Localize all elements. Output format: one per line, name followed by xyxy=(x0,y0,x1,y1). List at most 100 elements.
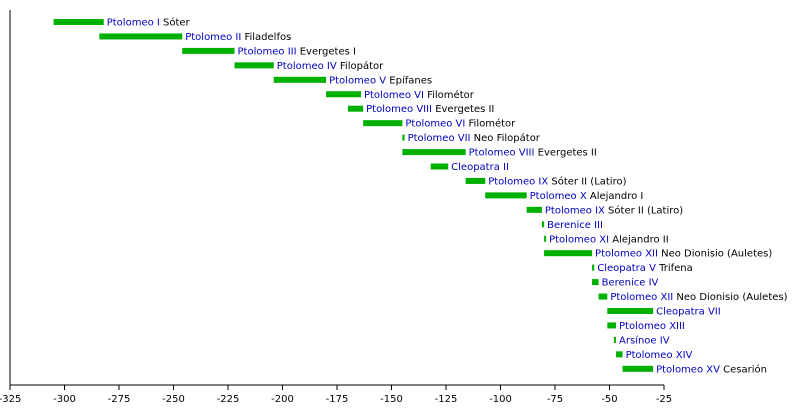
reign-bar xyxy=(622,365,654,372)
ruler-epithet: Filopátor xyxy=(337,60,384,72)
reign-label: Ptolomeo VIII Evergetes II xyxy=(469,148,597,159)
reign-label: Berenice III xyxy=(547,220,603,231)
reign-label: Ptolomeo VII Neo Filopátor xyxy=(408,132,541,144)
reign-bar xyxy=(182,47,235,54)
ruler-name: Ptolomeo VI xyxy=(405,119,465,130)
ruler-epithet: Trifena xyxy=(656,263,693,274)
reign-label: Ptolomeo XIV xyxy=(626,350,693,361)
ruler-name: Ptolomeo II xyxy=(185,32,241,43)
x-tick-label: -175 xyxy=(326,394,349,405)
x-tick-label: -100 xyxy=(489,394,512,405)
reign-bar xyxy=(363,120,403,127)
ruler-epithet: Epífanes xyxy=(386,74,432,86)
ruler-epithet: Sóter II (Latiro) xyxy=(548,175,626,187)
reign-label: Ptolomeo XV Cesarión xyxy=(656,363,767,375)
ruler-epithet: Neo Dionisio (Auletes) xyxy=(673,292,787,303)
ruler-epithet: Alejandro I xyxy=(587,191,644,202)
ruler-epithet: Evergetes II xyxy=(432,104,494,115)
reign-bar xyxy=(430,163,449,170)
reign-bar xyxy=(347,105,364,112)
ruler-name: Ptolomeo IX xyxy=(488,176,548,187)
reign-label: Ptolomeo XI Alejandro II xyxy=(549,234,669,245)
reign-label: Ptolomeo X Alejandro I xyxy=(530,191,644,202)
ruler-name: Ptolomeo IX xyxy=(545,205,605,216)
x-tick-label: -25 xyxy=(656,394,672,405)
x-tick-label: -250 xyxy=(162,394,185,405)
ruler-epithet: Filométor xyxy=(465,118,516,130)
ruler-name: Ptolomeo V xyxy=(329,75,386,86)
ruler-name: Ptolomeo VIII xyxy=(366,104,432,115)
ruler-name: Ptolomeo XII xyxy=(610,292,673,303)
reign-label: Ptolomeo IX Sóter II (Latiro) xyxy=(488,175,626,187)
reign-label: Ptolomeo III Evergetes I xyxy=(238,46,356,57)
reign-label: Ptolomeo VIII Evergetes II xyxy=(366,104,494,115)
ruler-name: Ptolomeo XIII xyxy=(619,321,685,332)
reign-label: Ptolomeo XII Neo Dionisio (Auletes) xyxy=(610,292,787,303)
ruler-name: Ptolomeo IV xyxy=(277,61,337,72)
reign-bar xyxy=(465,177,486,184)
x-tick-label: -125 xyxy=(435,394,458,405)
ruler-name: Ptolomeo XI xyxy=(549,234,609,245)
ruler-name: Ptolomeo XIV xyxy=(626,350,693,361)
ruler-name: Ptolomeo X xyxy=(530,191,587,202)
reign-bar xyxy=(613,336,617,343)
reign-label: Ptolomeo II Filadelfos xyxy=(185,32,291,43)
ruler-epithet: Sóter xyxy=(160,17,191,29)
x-tick-label: -200 xyxy=(271,394,294,405)
ruler-epithet: Filadelfos xyxy=(241,32,291,43)
reign-label: Cleopatra VII xyxy=(656,307,721,318)
reign-bar xyxy=(607,308,654,314)
reign-label: Ptolomeo VI Filométor xyxy=(405,118,516,130)
ruler-name: Berenice IV xyxy=(602,278,659,289)
x-tick-label: -75 xyxy=(547,394,563,405)
ruler-epithet: Evergetes II xyxy=(534,148,596,159)
reign-label: Ptolomeo IX Sóter II (Latiro) xyxy=(545,204,683,216)
reign-bar xyxy=(544,235,547,242)
reign-bar xyxy=(607,322,617,329)
reign-label: Cleopatra V Trifena xyxy=(597,263,693,274)
ruler-name: Ptolomeo I xyxy=(107,18,160,29)
reign-bar xyxy=(485,192,527,199)
axes-layer: -325 -300 -275 -250 -225 -200 -175 -150 -125 -100… xyxy=(0,10,672,405)
reign-label: Ptolomeo VI Filométor xyxy=(364,89,475,101)
reign-label: Ptolomeo IV Filopátor xyxy=(277,60,384,72)
ruler-name: Ptolomeo VI xyxy=(364,90,424,101)
ruler-name: Cleopatra V xyxy=(597,263,656,274)
reign-label: Ptolomeo V Epífanes xyxy=(329,74,432,86)
reign-bar xyxy=(592,264,595,271)
ruler-name: Cleopatra VII xyxy=(656,307,721,318)
x-tick-label: -225 xyxy=(217,394,240,405)
reign-bar xyxy=(544,250,593,257)
reign-bar xyxy=(402,134,405,141)
ruler-name: Ptolomeo III xyxy=(238,46,297,57)
ruler-name: Ptolomeo VII xyxy=(408,133,471,144)
x-tick-label: -325 xyxy=(0,394,21,405)
reign-label: Ptolomeo XIII xyxy=(619,321,685,332)
ruler-name: Arsínoe IV xyxy=(619,334,670,346)
ruler-name: Ptolomeo XII xyxy=(595,249,658,260)
reign-bar xyxy=(99,33,183,40)
reign-bar xyxy=(326,91,361,98)
ruler-epithet: Evergetes I xyxy=(297,46,356,57)
reign-bar xyxy=(616,351,623,358)
ruler-epithet: Filométor xyxy=(424,89,475,101)
reign-label: Ptolomeo XII Neo Dionisio (Auletes) xyxy=(595,249,772,260)
reign-bar xyxy=(592,279,599,286)
ruler-epithet: Cesarión xyxy=(720,363,767,375)
ruler-epithet: Sóter II (Latiro) xyxy=(605,204,683,216)
reign-bar xyxy=(273,76,327,83)
reign-bar xyxy=(526,206,542,213)
reign-label: Berenice IV xyxy=(602,278,659,289)
ruler-epithet: Neo Filopátor xyxy=(470,132,540,144)
reign-bar xyxy=(53,19,104,25)
ruler-name: Ptolomeo XV xyxy=(656,364,720,375)
reign-label: Arsínoe IV xyxy=(619,334,670,346)
ruler-epithet: Neo Dionisio (Auletes) xyxy=(658,249,772,260)
x-tick-label: -275 xyxy=(108,394,131,405)
reign-bar xyxy=(541,221,545,228)
x-tick-label: -150 xyxy=(380,394,403,405)
x-tick-label: -50 xyxy=(601,394,617,405)
reign-label: Ptolomeo I Sóter xyxy=(107,17,191,29)
